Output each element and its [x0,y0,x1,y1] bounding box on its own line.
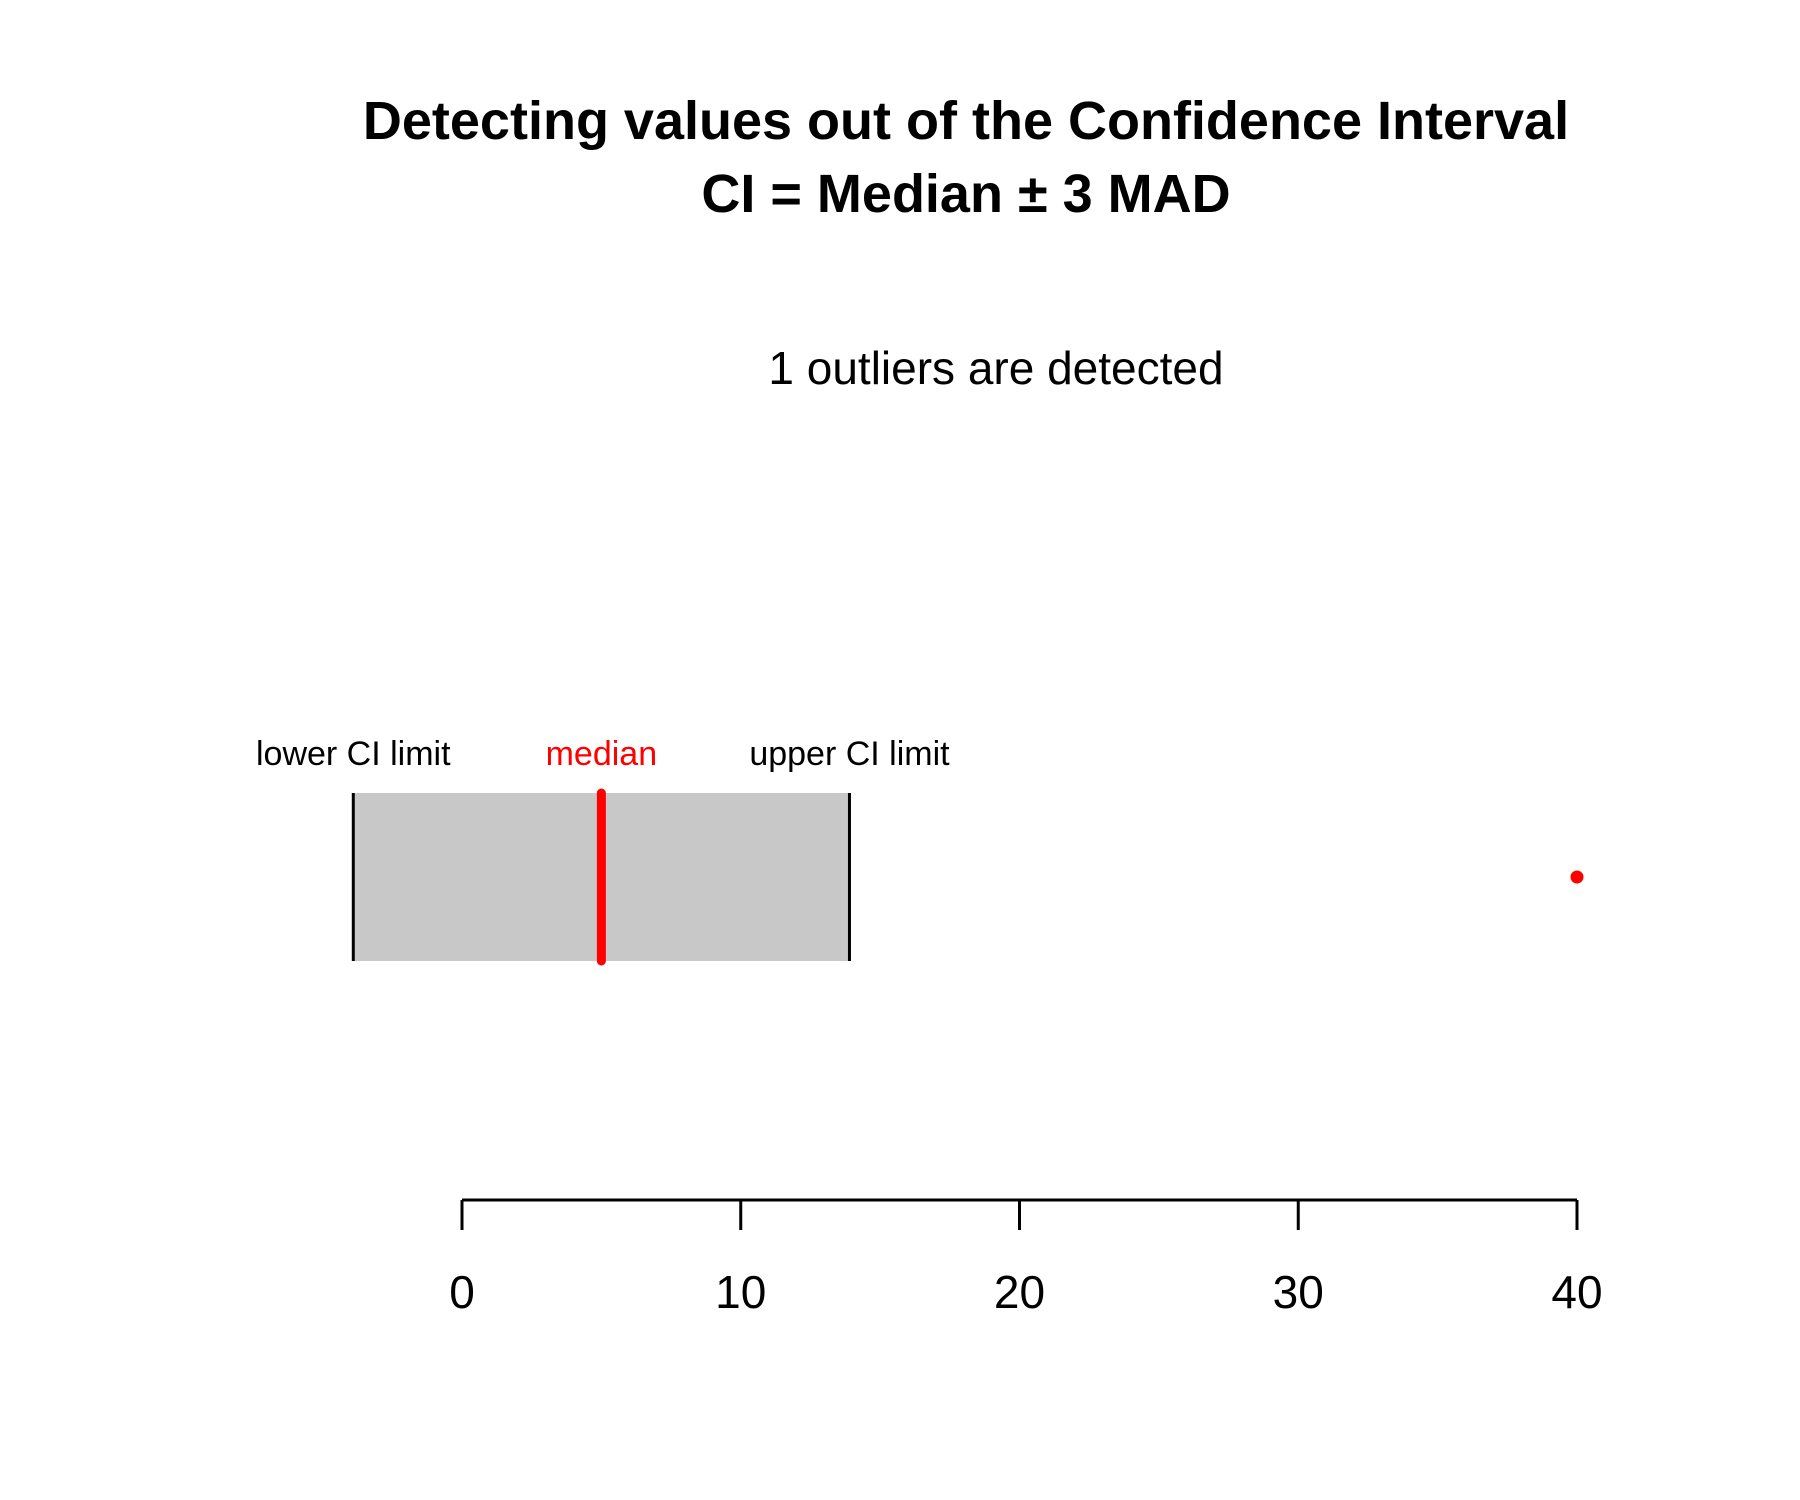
chart-title-line2: CI = Median ± 3 MAD [701,164,1230,224]
chart-subtitle: 1 outliers are detected [768,342,1223,394]
x-axis: 0 10 20 30 40 [449,1198,1603,1318]
x-tick-label-4: 40 [1551,1266,1602,1318]
x-tick-label-0: 0 [449,1266,475,1318]
outlier-point-0 [1570,870,1584,884]
x-tick-label-3: 30 [1273,1266,1324,1318]
median-label: median [546,735,658,773]
upper-ci-limit-label: upper CI limit [749,735,950,773]
x-tick-label-2: 20 [994,1266,1045,1318]
plot-area: lower CI limit median upper CI limit [256,735,1584,966]
x-tick-label-1: 10 [715,1266,766,1318]
chart-title-line1: Detecting values out of the Confidence I… [363,91,1569,151]
lower-ci-limit-label: lower CI limit [256,735,451,773]
